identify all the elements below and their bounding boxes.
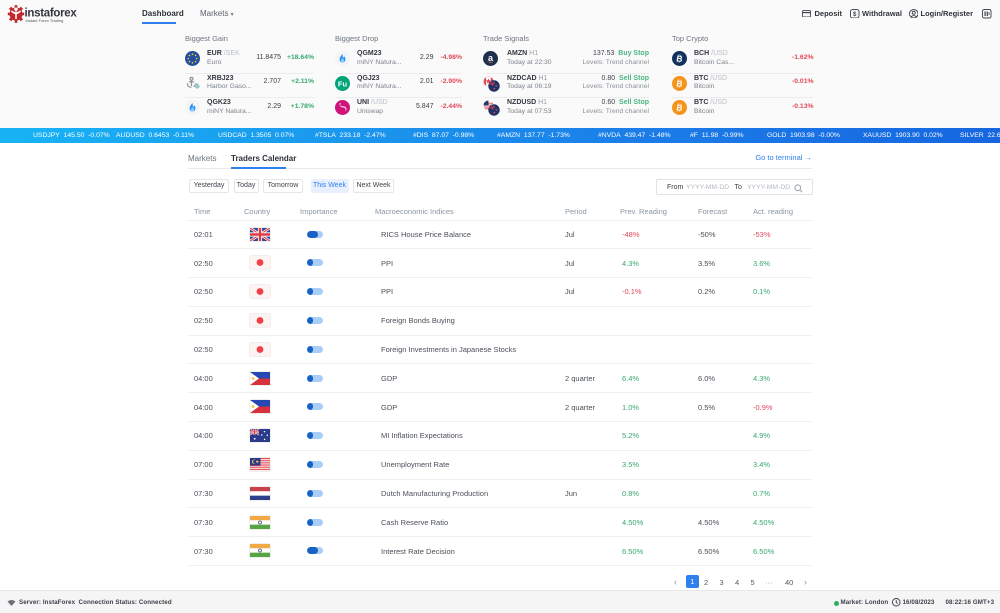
svg-text:$: $	[853, 11, 857, 18]
svg-text:instaforex: instaforex	[25, 8, 78, 20]
svg-text:B: B	[676, 78, 684, 89]
svg-text:Fu: Fu	[338, 79, 348, 88]
svg-text:a: a	[488, 53, 494, 63]
svg-text:B: B	[676, 53, 684, 64]
svg-text:B: B	[676, 102, 684, 113]
svg-text:Instant Forex Trading: Instant Forex Trading	[26, 18, 64, 23]
